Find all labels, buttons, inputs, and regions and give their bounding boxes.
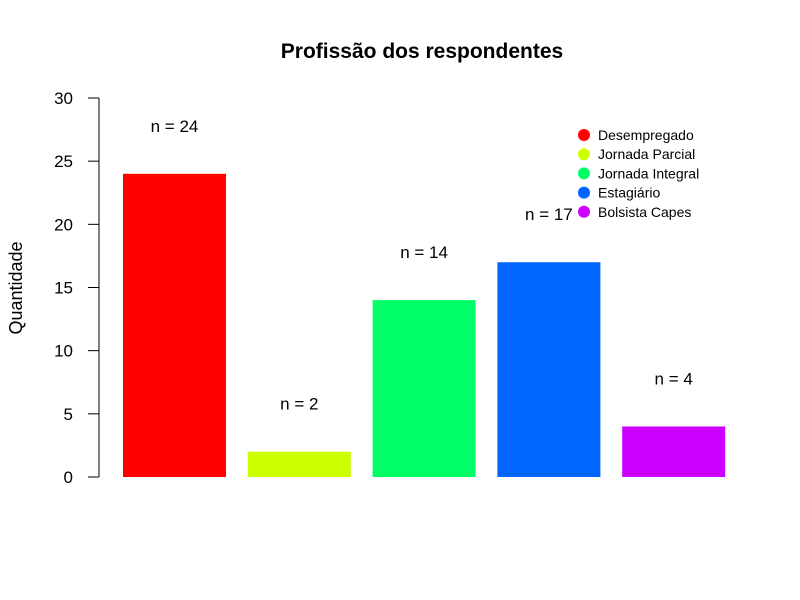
bar-data-label: n = 14 — [400, 243, 448, 262]
legend-marker — [578, 167, 590, 180]
bar — [622, 426, 726, 477]
bar — [247, 451, 351, 477]
legend-marker — [578, 148, 590, 161]
y-tick-label: 0 — [64, 468, 73, 487]
bar — [123, 173, 226, 478]
bar-data-label: n = 4 — [655, 369, 693, 388]
bar-data-label: n = 2 — [280, 395, 318, 414]
legend-marker — [578, 186, 590, 199]
y-axis-label: Quantidade — [6, 241, 26, 334]
legend-marker — [578, 205, 590, 218]
y-tick-label: 25 — [54, 152, 73, 171]
data-labels: n = 24 n = 2 n = 14 n = 17 n = 4 — [151, 117, 693, 414]
legend-entry: Estagiário — [598, 185, 660, 201]
bar — [497, 262, 601, 477]
y-tick-label: 15 — [54, 279, 73, 298]
legend: Desempregado Jornada Parcial Jornada Integ… — [578, 127, 699, 220]
legend-entry: Bolsista Capes — [598, 204, 691, 220]
y-tick-label: 5 — [64, 405, 73, 424]
bar-data-label: n = 17 — [525, 205, 573, 224]
bar-data-label: n = 24 — [151, 117, 199, 136]
chart-title: Profissão dos respondentes — [281, 40, 563, 63]
legend-entry: Jornada Integral — [598, 165, 699, 181]
bars — [123, 173, 726, 478]
y-tick-label: 20 — [54, 215, 73, 234]
legend-marker — [578, 129, 590, 141]
bar — [372, 300, 476, 477]
legend-entry: Jornada Parcial — [598, 146, 695, 162]
legend-entry: Desempregado — [598, 127, 694, 143]
y-tick-label: 10 — [54, 342, 73, 361]
y-axis: 0 5 10 15 20 25 30 — [54, 89, 100, 487]
y-tick-label: 30 — [54, 89, 73, 108]
